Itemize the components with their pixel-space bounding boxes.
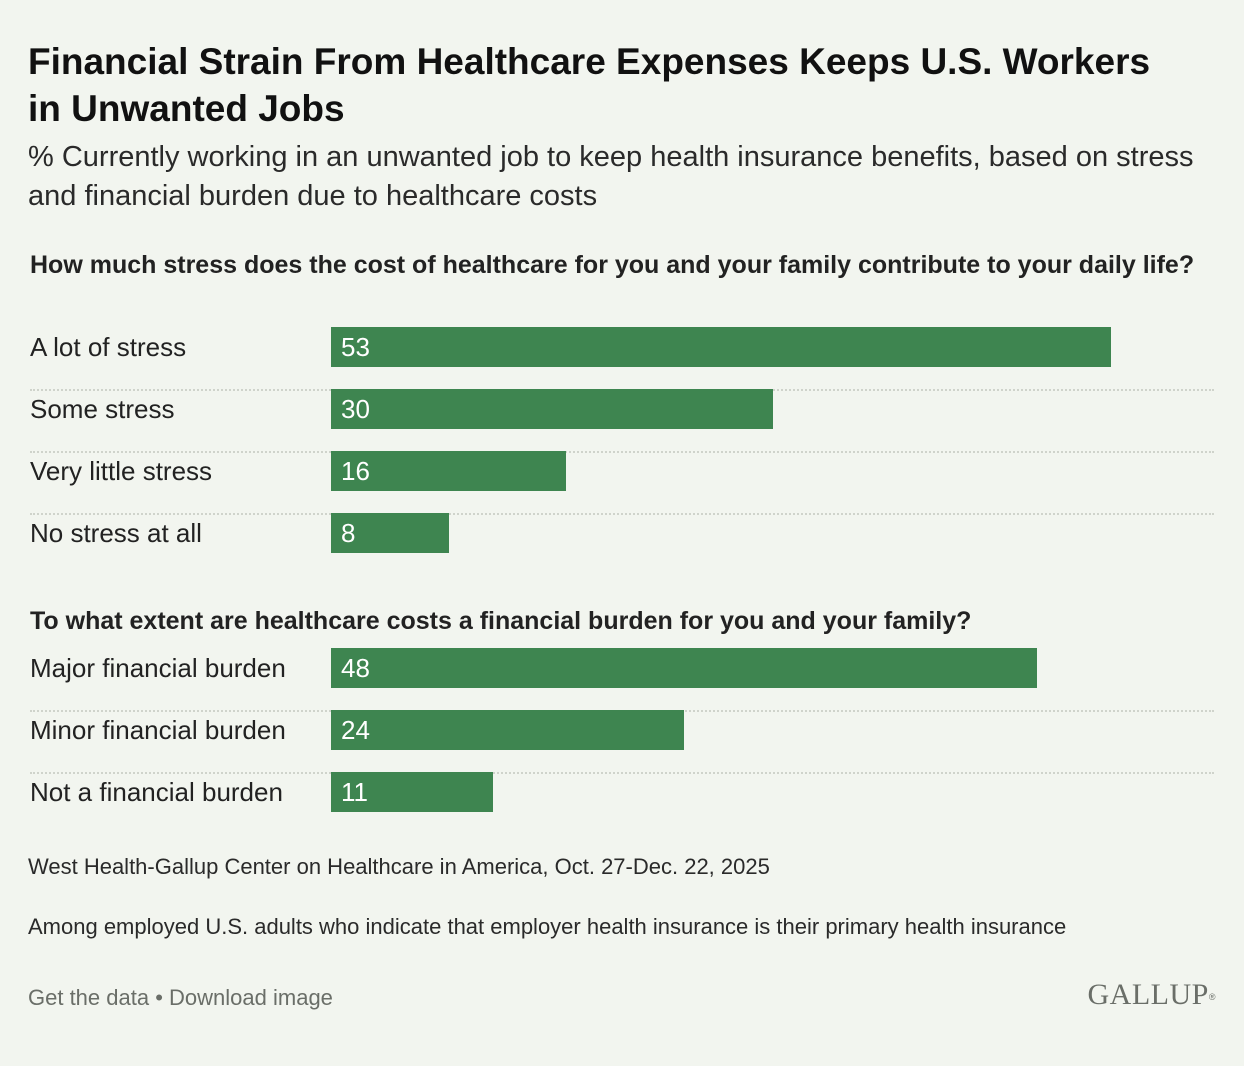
chart-title: Financial Strain From Healthcare Expense…: [28, 41, 1151, 129]
bar-value-label: 16: [341, 456, 370, 486]
category-label: Very little stress: [30, 456, 213, 486]
chart-subtitle: % Currently working in an unwanted job t…: [28, 141, 1194, 212]
stress-row: A lot of stress 53: [30, 327, 1214, 391]
burden-row: Not a financial burden 11: [30, 772, 1214, 834]
bar-value-label: 11: [341, 777, 368, 807]
bar-value-label: 8: [341, 518, 356, 548]
category-label: A lot of stress: [30, 332, 187, 362]
burden-row: Major financial burden 48: [30, 648, 1214, 712]
footer-links: Get the data • Download image: [28, 983, 333, 1013]
population-note: Among employed U.S. adults who indicate …: [28, 914, 1067, 939]
footer-separator: •: [155, 985, 163, 1010]
bar-value-label: 24: [341, 715, 370, 745]
bar: 53: [331, 327, 1111, 367]
stress-row: No stress at all 8: [30, 513, 1214, 575]
stress-question: How much stress does the cost of healthc…: [30, 251, 1195, 279]
registered-mark: ®: [1208, 992, 1216, 1002]
bar: 30: [331, 389, 773, 429]
burden-question: To what extent are healthcare costs a fi…: [30, 607, 972, 635]
category-label: Minor financial burden: [30, 715, 286, 745]
bar: 48: [331, 648, 1037, 688]
bar-value-label: 30: [341, 394, 370, 424]
bar: 16: [331, 451, 566, 491]
bar: 24: [331, 710, 684, 750]
gallup-logo: GALLUP®: [1088, 978, 1216, 1012]
category-label: Major financial burden: [30, 653, 286, 683]
burden-row: Minor financial burden 24: [30, 710, 1214, 774]
bar: 11: [331, 772, 493, 812]
gallup-logo-text: GALLUP: [1087, 978, 1209, 1011]
bar-value-label: 53: [341, 332, 370, 362]
category-label: Not a financial burden: [30, 777, 283, 807]
category-label: Some stress: [30, 394, 175, 424]
category-label: No stress at all: [30, 518, 202, 548]
bar: 8: [331, 513, 449, 553]
get-the-data-link[interactable]: Get the data: [28, 985, 150, 1010]
stress-row: Very little stress 16: [30, 451, 1214, 515]
stress-row: Some stress 30: [30, 389, 1214, 453]
download-image-link[interactable]: Download image: [169, 985, 333, 1010]
bar-value-label: 48: [341, 653, 370, 683]
source-note: West Health-Gallup Center on Healthcare …: [28, 854, 770, 879]
